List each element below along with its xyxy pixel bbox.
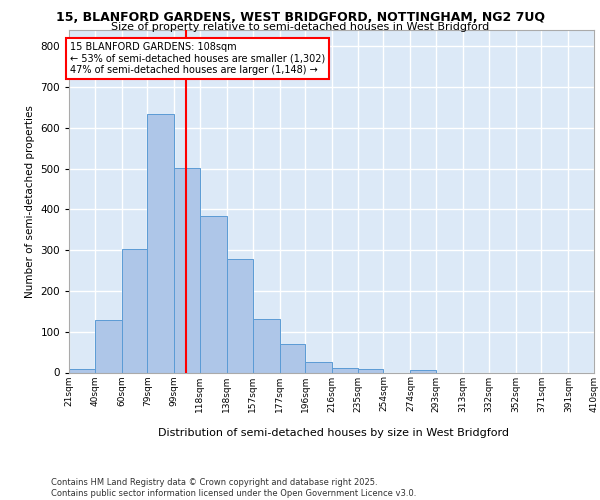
Text: Contains HM Land Registry data © Crown copyright and database right 2025.
Contai: Contains HM Land Registry data © Crown c… — [51, 478, 416, 498]
Y-axis label: Number of semi-detached properties: Number of semi-detached properties — [25, 105, 35, 298]
Bar — [174, 168, 200, 372]
Bar — [332, 368, 358, 372]
Text: 15, BLANFORD GARDENS, WEST BRIDGFORD, NOTTINGHAM, NG2 7UQ: 15, BLANFORD GARDENS, WEST BRIDGFORD, NO… — [56, 11, 545, 24]
Bar — [200, 216, 227, 372]
Bar — [280, 344, 305, 372]
Bar — [305, 362, 332, 372]
Bar — [410, 370, 436, 372]
Text: 15 BLANFORD GARDENS: 108sqm
← 53% of semi-detached houses are smaller (1,302)
47: 15 BLANFORD GARDENS: 108sqm ← 53% of sem… — [70, 42, 326, 75]
Bar — [69, 369, 95, 372]
Text: Distribution of semi-detached houses by size in West Bridgford: Distribution of semi-detached houses by … — [158, 428, 509, 438]
Bar — [227, 259, 253, 372]
Bar — [147, 114, 174, 372]
Text: Size of property relative to semi-detached houses in West Bridgford: Size of property relative to semi-detach… — [111, 22, 489, 32]
Bar — [253, 320, 280, 372]
Bar — [358, 369, 383, 372]
Bar — [95, 320, 122, 372]
Bar — [122, 250, 147, 372]
